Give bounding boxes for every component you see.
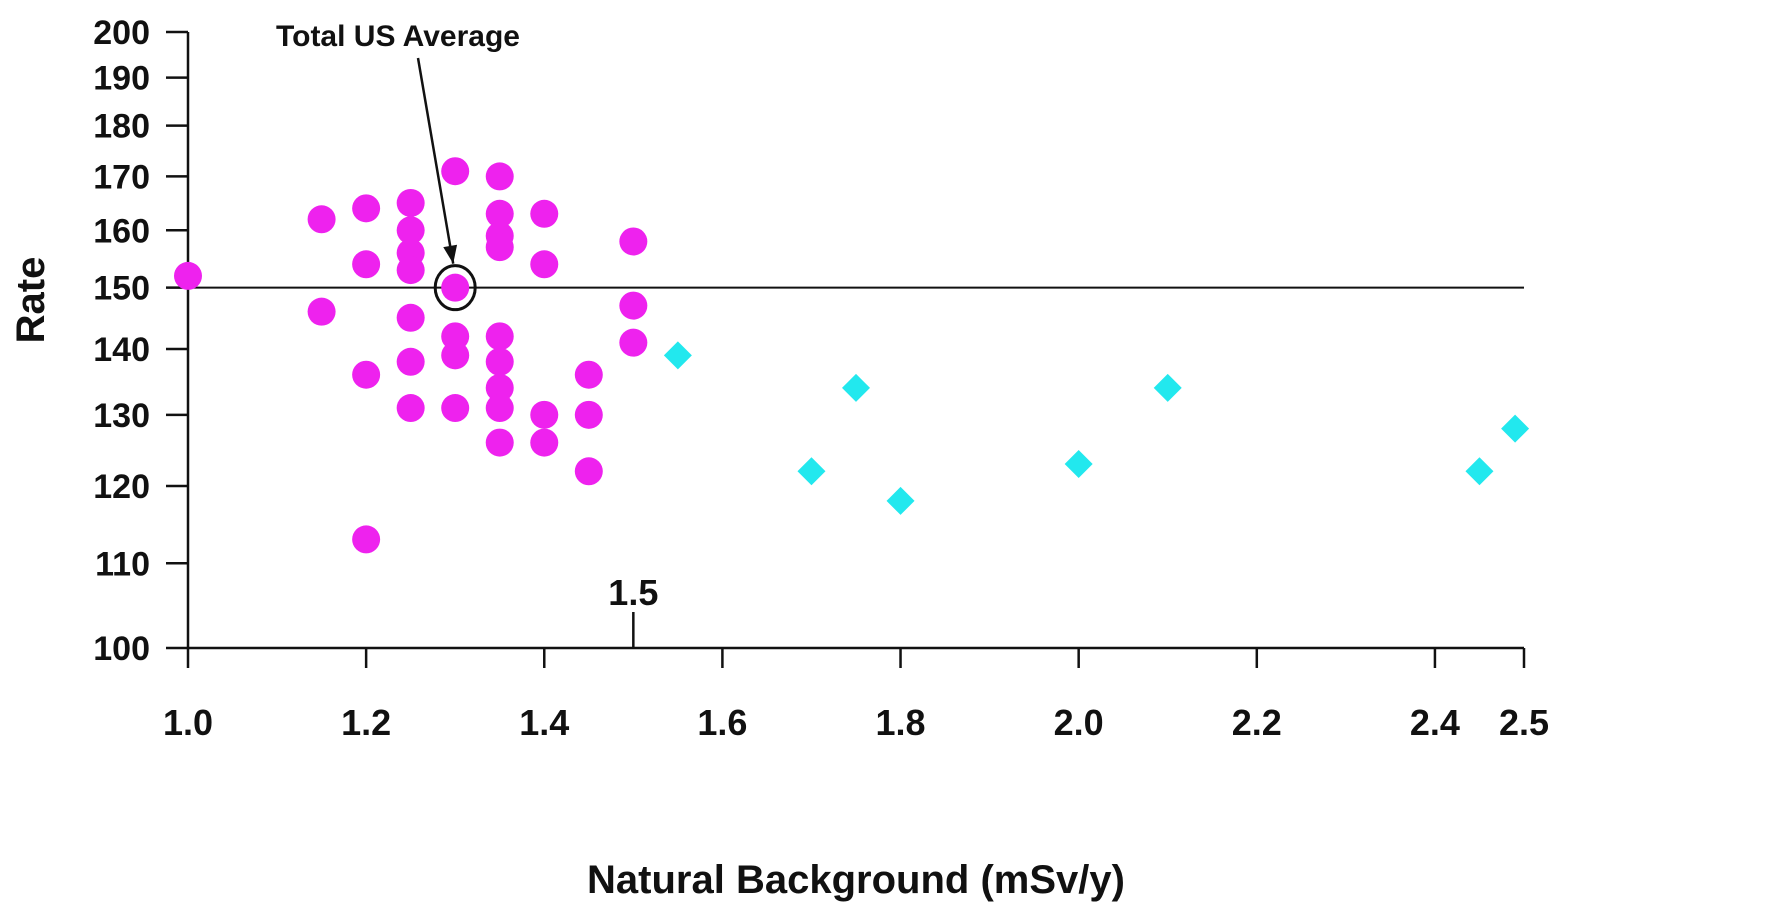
extra-tick-label: 1.5 xyxy=(608,572,658,613)
x-tick-label: 2.0 xyxy=(1054,702,1104,743)
x-tick-label: 1.6 xyxy=(697,702,747,743)
data-point xyxy=(441,273,470,302)
data-point xyxy=(619,227,648,256)
data-point xyxy=(352,360,381,389)
data-point xyxy=(574,400,603,429)
data-point xyxy=(307,205,336,234)
x-ticks: 1.0 1.2 1.4 1.6 1.8 2.0 2.2 2.4 2.5 1.5 xyxy=(163,572,1549,743)
x-tick-label: 2.5 xyxy=(1499,702,1549,743)
data-point xyxy=(485,373,514,402)
data-point xyxy=(352,250,381,279)
y-tick-label: 140 xyxy=(93,331,150,369)
annotations: Total US Average xyxy=(276,20,520,312)
data-point xyxy=(307,297,336,326)
data-point xyxy=(396,216,425,245)
x-tick-label: 1.0 xyxy=(163,702,213,743)
data-point xyxy=(396,188,425,217)
y-tick-label: 120 xyxy=(93,468,150,506)
x-axis-title: Natural Background (mSv/y) xyxy=(587,858,1125,902)
y-tick-label: 160 xyxy=(93,212,150,250)
data-point xyxy=(1465,457,1494,486)
data-point xyxy=(663,341,692,370)
y-axis-title: Rate xyxy=(9,257,53,344)
data-point xyxy=(441,341,470,370)
highlight-ring xyxy=(433,264,477,312)
annotation-arrow xyxy=(416,57,455,264)
data-point xyxy=(1501,414,1530,443)
y-tick-label: 150 xyxy=(93,270,150,308)
data-point xyxy=(619,291,648,320)
data-point xyxy=(352,194,381,223)
data-point xyxy=(574,457,603,486)
y-tick-label: 180 xyxy=(93,108,150,146)
data-points xyxy=(174,157,1530,554)
data-point xyxy=(530,199,559,228)
data-point xyxy=(797,457,826,486)
data-point xyxy=(619,328,648,357)
data-point xyxy=(174,261,202,290)
data-point xyxy=(886,486,915,515)
data-point xyxy=(441,394,470,423)
annotation-label: Total US Average xyxy=(276,20,520,53)
data-point xyxy=(352,525,381,554)
y-tick-label: 130 xyxy=(93,397,150,435)
data-point xyxy=(485,199,514,228)
data-point xyxy=(396,347,425,376)
data-point xyxy=(1153,373,1182,402)
data-point xyxy=(530,400,559,429)
data-point xyxy=(842,373,870,402)
x-tick-label: 1.2 xyxy=(341,702,391,743)
y-tick-label: 100 xyxy=(93,630,150,668)
axes xyxy=(186,32,1524,650)
data-point xyxy=(396,303,425,332)
y-tick-label: 190 xyxy=(93,60,150,98)
data-point xyxy=(574,360,603,389)
data-point xyxy=(396,394,425,423)
data-point xyxy=(485,428,514,457)
y-tick-label: 170 xyxy=(93,158,150,196)
data-point xyxy=(485,394,514,423)
y-ticks: 100 110 120 130 140 150 160 170 180 190 200 xyxy=(93,14,188,668)
data-point xyxy=(530,428,559,457)
data-point xyxy=(441,157,470,186)
y-tick-label: 110 xyxy=(95,545,150,583)
data-point xyxy=(396,256,425,285)
data-point xyxy=(485,233,514,262)
data-point xyxy=(485,322,514,351)
annotation-arrowhead xyxy=(443,244,458,264)
y-tick-label: 200 xyxy=(93,14,150,52)
x-tick-label: 2.2 xyxy=(1232,702,1282,743)
data-point xyxy=(1064,450,1093,479)
data-point xyxy=(485,347,514,376)
x-tick-label: 1.4 xyxy=(519,702,569,743)
data-point xyxy=(485,162,514,191)
x-tick-label: 2.4 xyxy=(1410,702,1460,743)
x-tick-label: 1.8 xyxy=(876,702,926,743)
data-point xyxy=(530,250,559,279)
